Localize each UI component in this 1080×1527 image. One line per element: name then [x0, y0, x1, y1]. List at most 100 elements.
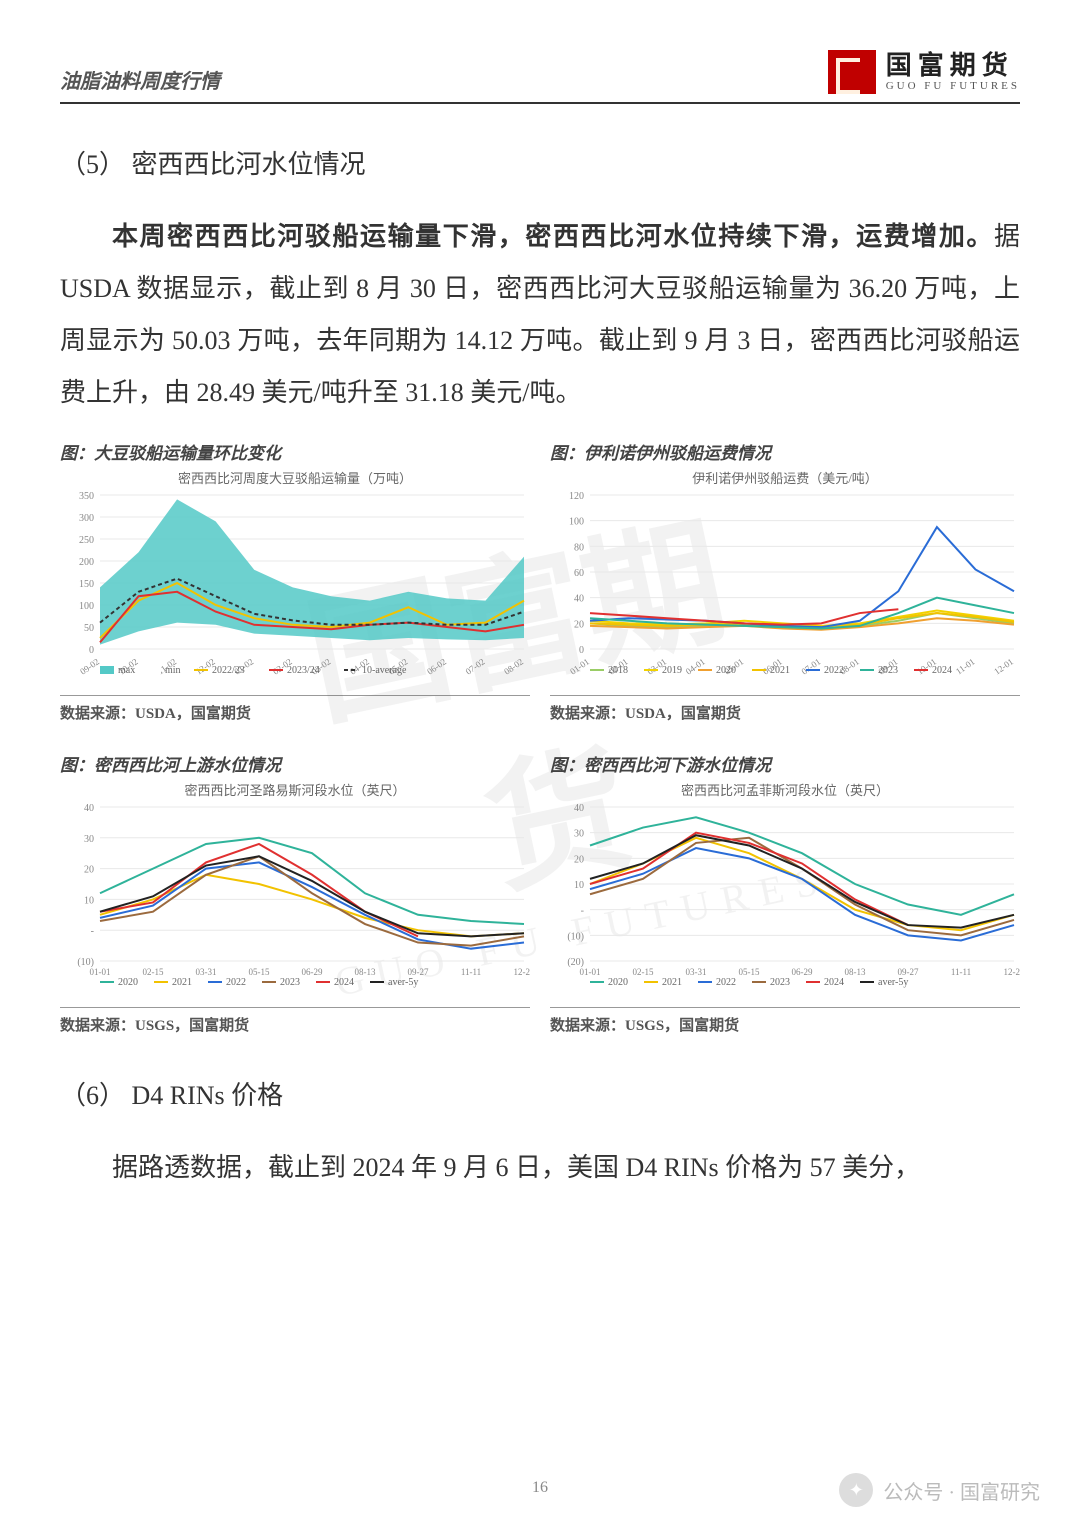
chart4-subtitle: 密西西比河孟菲斯河段水位（英尺）: [550, 780, 1020, 799]
section-6-paragraph: 据路透数据，截止到 2024 年 9 月 6 日，美国 D4 RINs 价格为 …: [60, 1142, 1020, 1194]
svg-text:07-02: 07-02: [464, 656, 487, 676]
svg-text:12-26: 12-26: [1004, 967, 1021, 977]
wechat-icon: ✦: [839, 1473, 873, 1507]
svg-text:06-29: 06-29: [792, 967, 813, 977]
chart4-title: 图：密西西比河下游水位情况: [550, 751, 1020, 776]
svg-text:120: 120: [569, 491, 584, 502]
svg-text:2020: 2020: [716, 665, 736, 676]
svg-text:09-27: 09-27: [408, 967, 429, 977]
svg-text:06-29: 06-29: [302, 967, 323, 977]
logo-en: GUO FU FUTURES: [886, 80, 1020, 92]
svg-text:30: 30: [574, 829, 584, 840]
chart3-subtitle: 密西西比河圣路易斯河段水位（英尺）: [60, 780, 530, 799]
chart3-title: 图：密西西比河上游水位情况: [60, 751, 530, 776]
wechat-text: 公众号 · 国富研究: [883, 1476, 1040, 1505]
svg-text:09-02: 09-02: [78, 656, 101, 676]
svg-text:200: 200: [79, 557, 94, 568]
svg-text:250: 250: [79, 535, 94, 546]
svg-text:05-15: 05-15: [739, 967, 760, 977]
svg-text:01-01: 01-01: [568, 656, 591, 676]
svg-text:11-11: 11-11: [461, 967, 481, 977]
svg-text:2022/23: 2022/23: [212, 665, 245, 676]
svg-text:08-13: 08-13: [845, 967, 866, 977]
chart2-canvas: 02040608010012001-0102-0103-0104-0105-01…: [550, 489, 1020, 689]
chart2-source: 数据来源：USDA，国富期货: [550, 695, 1020, 723]
svg-text:02-15: 02-15: [633, 967, 654, 977]
svg-text:20: 20: [574, 619, 584, 630]
chart3-source: 数据来源：USGS，国富期货: [60, 1007, 530, 1035]
svg-text:40: 40: [574, 594, 584, 605]
svg-text:03-31: 03-31: [686, 967, 707, 977]
svg-text:0: 0: [89, 645, 94, 656]
chart1-subtitle: 密西西比河周度大豆驳船运输量（万吨）: [60, 468, 530, 487]
chart4-canvas: (20)(10)-1020304001-0102-1503-3105-1506-…: [550, 801, 1020, 1001]
svg-text:100: 100: [79, 601, 94, 612]
chart3-canvas: (10)-1020304001-0102-1503-3105-1506-2908…: [60, 801, 530, 1001]
svg-text:aver-5y: aver-5y: [388, 977, 418, 988]
svg-text:50: 50: [84, 623, 94, 634]
header-title: 油脂油料周度行情: [60, 65, 220, 94]
svg-text:2019: 2019: [662, 665, 682, 676]
svg-text:10: 10: [84, 895, 94, 906]
svg-text:07-01: 07-01: [799, 656, 822, 676]
svg-text:2024: 2024: [334, 977, 354, 988]
svg-text:05-15: 05-15: [249, 967, 270, 977]
chart1-title: 图：大豆驳船运输量环比变化: [60, 439, 530, 464]
svg-text:0: 0: [579, 645, 584, 656]
page-header: 油脂油料周度行情 国富期货 GUO FU FUTURES: [60, 50, 1020, 104]
svg-text:350: 350: [79, 491, 94, 502]
svg-text:min: min: [165, 665, 181, 676]
svg-text:40: 40: [574, 803, 584, 814]
svg-text:03-31: 03-31: [196, 967, 217, 977]
svg-text:01-01: 01-01: [90, 967, 111, 977]
svg-text:2018: 2018: [608, 665, 628, 676]
svg-text:(10): (10): [567, 931, 584, 942]
chart1-source: 数据来源：USDA，国富期货: [60, 695, 530, 723]
svg-text:60: 60: [574, 568, 584, 579]
chart4-source: 数据来源：USGS，国富期货: [550, 1007, 1020, 1035]
svg-text:2021: 2021: [172, 977, 192, 988]
svg-text:08-02: 08-02: [502, 656, 525, 676]
section-5-bold: 本周密西西比河驳船运输量下滑，密西西比河水位持续下滑，运费增加。: [112, 222, 994, 251]
svg-text:20: 20: [84, 865, 94, 876]
chart2-subtitle: 伊利诺伊州驳船运费（美元/吨）: [550, 468, 1020, 487]
svg-text:02-15: 02-15: [143, 967, 164, 977]
section-5-heading: （5） 密西西比河水位情况: [60, 144, 1020, 181]
chart1-canvas: 05010015020025030035009-0210-0211-0212-0…: [60, 489, 530, 689]
logo-icon: [828, 50, 876, 94]
svg-text:100: 100: [569, 517, 584, 528]
svg-text:11-11: 11-11: [951, 967, 971, 977]
svg-text:2022: 2022: [226, 977, 246, 988]
svg-text:2020: 2020: [118, 977, 138, 988]
svg-text:max: max: [118, 665, 135, 676]
svg-text:2021: 2021: [662, 977, 682, 988]
svg-text:2020: 2020: [608, 977, 628, 988]
svg-text:2021: 2021: [770, 665, 790, 676]
page-number: 16: [532, 1479, 548, 1497]
logo-cn: 国富期货: [886, 52, 1020, 81]
svg-text:2024: 2024: [932, 665, 952, 676]
svg-text:300: 300: [79, 513, 94, 524]
svg-text:12-26: 12-26: [514, 967, 531, 977]
svg-text:10: 10: [574, 880, 584, 891]
chart2-title: 图：伊利诺伊州驳船运费情况: [550, 439, 1020, 464]
svg-text:2022: 2022: [716, 977, 736, 988]
svg-text:40: 40: [84, 803, 94, 814]
svg-text:06-02: 06-02: [425, 656, 448, 676]
svg-text:09-27: 09-27: [898, 967, 919, 977]
svg-text:2022: 2022: [824, 665, 844, 676]
svg-text:80: 80: [574, 542, 584, 553]
svg-text:12-01: 12-01: [992, 656, 1015, 676]
svg-text:2024: 2024: [824, 977, 844, 988]
svg-text:2023: 2023: [770, 977, 790, 988]
section-6-heading: （6） D4 RINs 价格: [60, 1075, 1020, 1112]
svg-text:2023: 2023: [280, 977, 300, 988]
svg-text:11-01: 11-01: [954, 656, 977, 676]
svg-text:aver-5y: aver-5y: [878, 977, 908, 988]
brand-logo: 国富期货 GUO FU FUTURES: [828, 50, 1020, 94]
svg-text:30: 30: [84, 834, 94, 845]
svg-text:-: -: [581, 906, 584, 917]
svg-text:08-13: 08-13: [355, 967, 376, 977]
svg-text:150: 150: [79, 579, 94, 590]
svg-text:20: 20: [574, 854, 584, 865]
